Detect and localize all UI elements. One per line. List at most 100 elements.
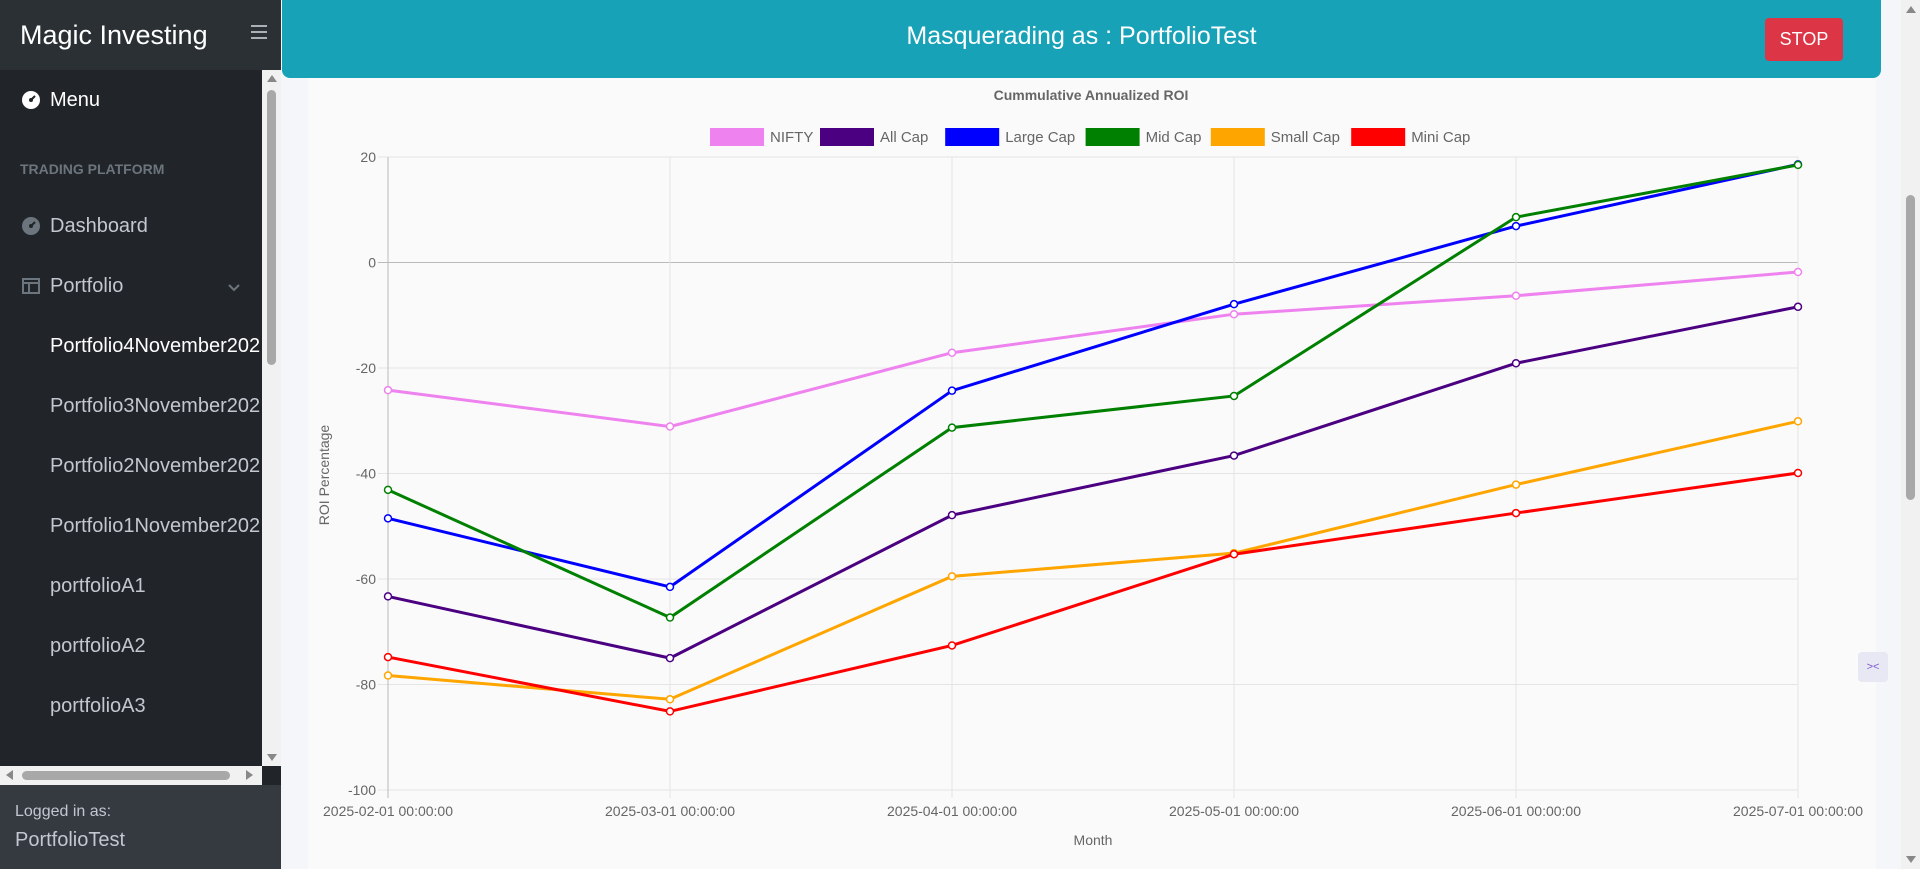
scrollbar-thumb[interactable] <box>22 771 230 780</box>
data-point <box>947 386 957 395</box>
data-point <box>1511 508 1521 518</box>
sidebar-item-label: Portfolio4November202 <box>50 334 261 357</box>
scroll-right-arrow-icon[interactable] <box>246 770 253 780</box>
legend-item[interactable]: All Cap <box>820 128 928 146</box>
sidebar-item-label: Dashboard <box>50 214 148 237</box>
sidebar-item-portfolioA2[interactable]: portfolioA2 <box>0 616 262 676</box>
y-tick-label: -40 <box>356 466 376 482</box>
scrollbar-thumb[interactable] <box>267 90 276 365</box>
nav-section-header: TRADING PLATFORM <box>20 161 165 177</box>
sidebar-item-portfolio4[interactable]: Portfolio4November202 <box>0 316 262 376</box>
masquerade-banner: Masquerading as : PortfolioTest STOP <box>282 0 1881 78</box>
y-axis-ticks: 20 0 -20 -40 -60 -80 -100 <box>348 149 376 798</box>
legend-label: All Cap <box>880 129 928 146</box>
gauge-icon <box>20 215 42 237</box>
series-all-cap <box>383 302 1803 663</box>
sidebar-item-label: Portfolio2November202 <box>50 454 261 477</box>
series-small-cap <box>383 417 1803 704</box>
data-point <box>665 422 675 431</box>
data-point <box>947 510 957 520</box>
data-point <box>1229 299 1239 309</box>
series-line <box>387 162 1799 589</box>
series-nifty <box>383 267 1803 431</box>
sidebar-item-label: Portfolio1November202 <box>50 514 261 537</box>
chevron-down-icon[interactable] <box>228 275 240 298</box>
page-vertical-scrollbar[interactable] <box>1901 0 1920 869</box>
legend-item[interactable]: Mini Cap <box>1351 128 1470 146</box>
data-point <box>1229 451 1239 460</box>
hamburger-icon[interactable] <box>251 25 267 39</box>
series-line <box>387 419 1799 701</box>
data-point <box>665 653 675 663</box>
scroll-up-arrow-icon[interactable] <box>1906 6 1916 13</box>
table-icon <box>20 275 42 297</box>
data-point <box>1793 267 1803 277</box>
x-axis-label: Month <box>1074 832 1113 848</box>
chart-legend: NIFTY All Cap Large Cap Mid Cap Small Cap Min… <box>710 128 1470 146</box>
floating-widget-icon[interactable]: >< <box>1858 652 1888 682</box>
legend-label: Mini Cap <box>1411 129 1470 146</box>
series-mid-cap <box>383 160 1803 622</box>
sidebar-item-portfolio1[interactable]: Portfolio1November202 <box>0 496 262 556</box>
legend-item[interactable]: Mid Cap <box>1085 128 1202 146</box>
sidebar-item-portfolio[interactable]: Portfolio <box>0 256 262 316</box>
masquerade-text: Masquerading as : PortfolioTest <box>906 22 1257 50</box>
scroll-down-arrow-icon[interactable] <box>267 754 277 761</box>
data-point <box>947 572 957 581</box>
data-point <box>1793 468 1803 478</box>
sidebar-item-label: Portfolio <box>50 274 124 297</box>
sidebar-item-label: portfolioA1 <box>50 574 146 597</box>
chart-grid <box>378 156 1799 798</box>
scroll-left-arrow-icon[interactable] <box>6 770 13 780</box>
sidebar-horizontal-scrollbar[interactable] <box>0 766 262 785</box>
gauge-icon <box>20 89 42 111</box>
sidebar-nav: Menu TRADING PLATFORM Dashboard Portfoli… <box>0 70 262 766</box>
sidebar-item-label: Portfolio3November202 <box>50 394 261 417</box>
chart-series <box>383 160 1803 716</box>
y-tick-label: -100 <box>348 782 376 798</box>
stop-button[interactable]: STOP <box>1765 18 1843 61</box>
series-large-cap <box>383 160 1803 592</box>
sidebar-item-portfolioA3[interactable]: portfolioA3 <box>0 676 262 736</box>
series-mini-cap <box>383 468 1803 716</box>
data-point <box>947 348 957 357</box>
scroll-up-arrow-icon[interactable] <box>267 75 277 82</box>
chart-title: Cummulative Annualized ROI <box>994 87 1189 103</box>
brand[interactable]: Magic Investing <box>0 0 281 70</box>
y-axis-label: ROI Percentage <box>316 425 332 526</box>
sidebar-item-label: Menu <box>50 88 101 111</box>
x-tick-label: 2025-03-01 00:00:00 <box>605 803 735 819</box>
sidebar-item-portfolio3[interactable]: Portfolio3November202 <box>0 376 262 436</box>
sidebar-footer: Logged in as: PortfolioTest <box>0 785 281 869</box>
scroll-down-arrow-icon[interactable] <box>1906 856 1916 863</box>
data-point <box>1511 221 1521 231</box>
scrollbar-thumb[interactable] <box>1906 195 1915 500</box>
data-point <box>383 592 393 601</box>
legend-item[interactable]: NIFTY <box>710 128 813 146</box>
x-tick-label: 2025-06-01 00:00:00 <box>1451 803 1581 819</box>
y-tick-label: -20 <box>356 360 376 376</box>
sidebar-item-portfolioA1[interactable]: portfolioA1 <box>0 556 262 616</box>
y-tick-label: -80 <box>356 677 376 693</box>
y-tick-label: 20 <box>360 149 376 165</box>
legend-swatch <box>945 128 1000 146</box>
sidebar-vertical-scrollbar[interactable] <box>262 70 281 766</box>
legend-item[interactable]: Small Cap <box>1210 128 1340 146</box>
sidebar-item-menu[interactable]: Menu <box>0 70 262 130</box>
legend-swatch <box>710 128 764 146</box>
sidebar-item-portfolio2[interactable]: Portfolio2November202 <box>0 436 262 496</box>
data-point <box>1511 480 1521 489</box>
x-tick-label: 2025-04-01 00:00:00 <box>887 803 1017 819</box>
sidebar-item-dashboard[interactable]: Dashboard <box>0 196 262 256</box>
legend-swatch <box>820 128 874 146</box>
x-tick-label: 2025-05-01 00:00:00 <box>1169 803 1299 819</box>
legend-item[interactable]: Large Cap <box>945 128 1075 146</box>
x-tick-label: 2025-07-01 00:00:00 <box>1733 803 1863 819</box>
data-point <box>665 695 675 704</box>
legend-label: Large Cap <box>1005 129 1075 146</box>
data-point <box>1793 160 1803 170</box>
series-line <box>387 163 1799 620</box>
data-point <box>383 485 393 495</box>
legend-label: Small Cap <box>1271 129 1340 146</box>
y-tick-label: -60 <box>356 571 376 587</box>
